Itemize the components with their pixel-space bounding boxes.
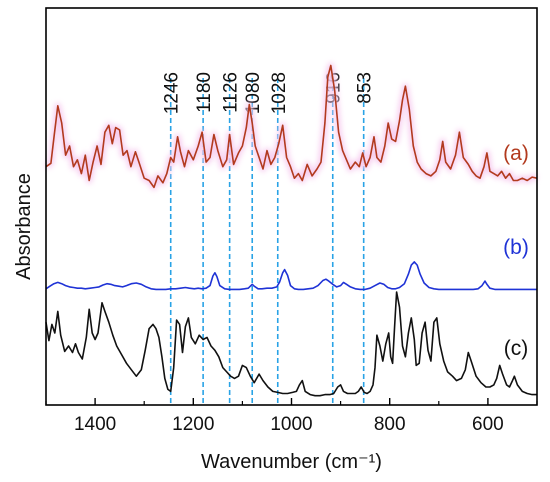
series-labels: (a) (b) (c) bbox=[503, 142, 529, 360]
peak-label-1028: 1028 bbox=[269, 72, 290, 114]
series-label-b: (b) bbox=[503, 236, 529, 259]
series-b-line bbox=[45, 261, 537, 291]
y-axis-label: Absorbance bbox=[13, 173, 35, 280]
x-tick-label-1200: 1200 bbox=[172, 414, 214, 435]
series-label-c: (c) bbox=[504, 337, 529, 360]
series-label-a: (a) bbox=[503, 142, 529, 165]
x-tick-label-600: 600 bbox=[472, 414, 504, 435]
peak-label-853: 853 bbox=[355, 72, 376, 104]
peak-markers: 1246 1180 1126 1080 1028 916 853 bbox=[162, 72, 376, 405]
x-axis-label: Wavenumber (cm⁻¹) bbox=[201, 451, 382, 473]
peak-label-1126: 1126 bbox=[221, 72, 242, 113]
x-tick-label-1400: 1400 bbox=[74, 414, 116, 435]
series-a-line bbox=[45, 64, 538, 189]
series-c-line bbox=[45, 291, 537, 397]
peak-label-1180: 1180 bbox=[194, 72, 215, 113]
spectra-lines bbox=[44, 62, 538, 397]
x-axis-ticks: 1400 1200 1000 800 600 bbox=[45, 398, 538, 435]
x-tick-label-800: 800 bbox=[374, 414, 406, 435]
peak-label-1246: 1246 bbox=[162, 72, 183, 114]
plot-frame bbox=[45, 7, 538, 406]
x-tick-label-1000: 1000 bbox=[270, 414, 312, 435]
